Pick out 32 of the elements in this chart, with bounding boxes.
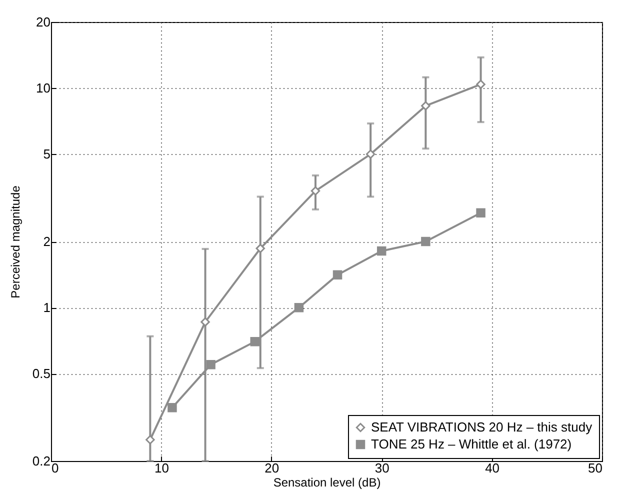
point bbox=[250, 336, 260, 346]
legend-label: TONE 25 Hz – Whittle et al. (1972) bbox=[371, 436, 572, 452]
point bbox=[421, 236, 430, 246]
y-tick-label: 1 bbox=[43, 300, 50, 316]
point bbox=[476, 208, 486, 218]
point bbox=[168, 403, 177, 412]
y-tick-label: 2 bbox=[43, 234, 50, 249]
y-tick-label: 0.2 bbox=[32, 454, 50, 468]
y-axis-title: Perceived magnitude bbox=[8, 185, 22, 298]
point bbox=[294, 302, 304, 312]
legend-label: SEAT VIBRATIONS 20 Hz – this study bbox=[371, 420, 593, 434]
point bbox=[421, 101, 430, 110]
y-tick-label: 20 bbox=[36, 14, 50, 30]
point bbox=[200, 317, 210, 327]
x-tick-label: 40 bbox=[485, 460, 500, 476]
point bbox=[366, 150, 376, 159]
point bbox=[256, 244, 266, 254]
x-tick-label: 30 bbox=[374, 460, 390, 476]
point bbox=[206, 360, 216, 370]
x-axis-title: Sensation level (dB) bbox=[273, 476, 381, 490]
y-tick-label: 5 bbox=[43, 146, 50, 162]
point bbox=[376, 246, 386, 256]
x-tick-label: 10 bbox=[154, 460, 169, 476]
point bbox=[476, 80, 486, 89]
point bbox=[146, 435, 155, 444]
y-tick-label: 10 bbox=[36, 80, 50, 96]
point bbox=[310, 186, 320, 196]
y-tick-label: 0.5 bbox=[32, 366, 50, 382]
x-tick-label: 0 bbox=[52, 460, 59, 476]
x-tick-label: 20 bbox=[264, 460, 280, 476]
point bbox=[332, 270, 342, 280]
x-tick-label: 50 bbox=[588, 460, 602, 476]
